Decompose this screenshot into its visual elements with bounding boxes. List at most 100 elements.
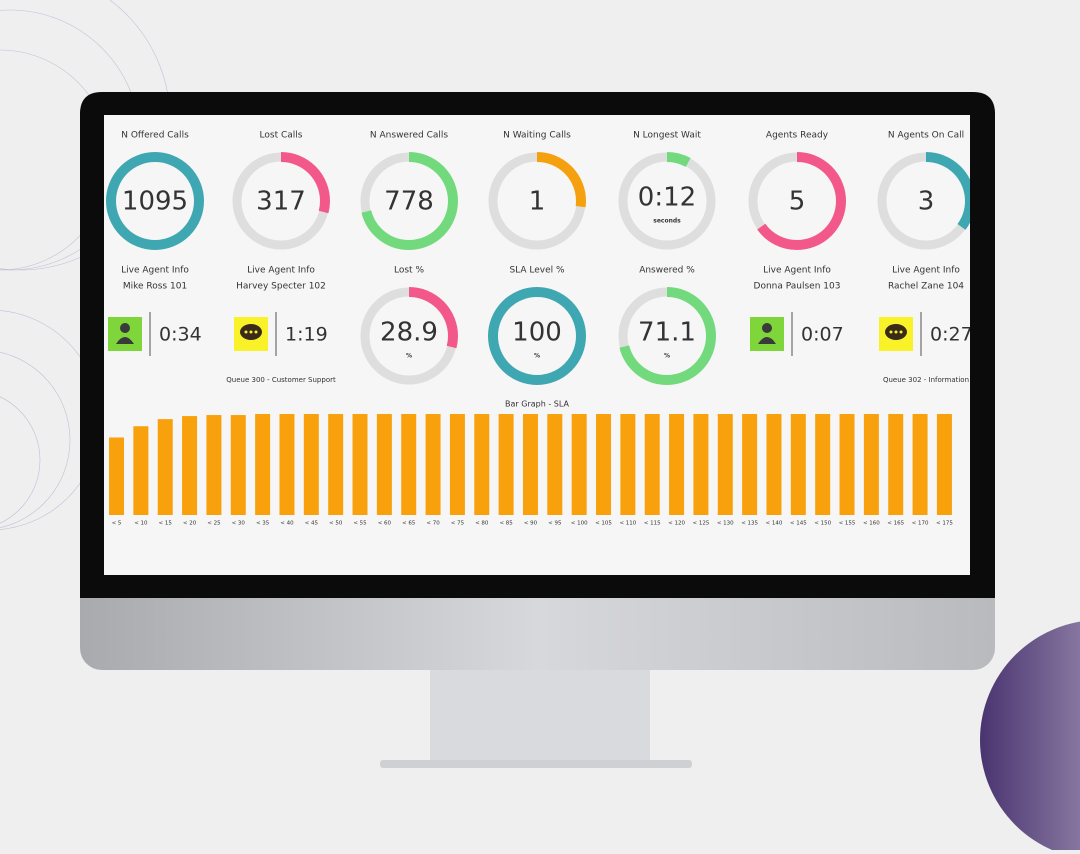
gauge-arc — [618, 152, 716, 250]
agent-icon — [750, 317, 784, 351]
gauge-arc — [106, 152, 204, 250]
gauge-unit: % — [534, 353, 540, 360]
x-tick-label: < 50 — [329, 521, 343, 527]
gauge-title: N Offered Calls — [121, 131, 189, 141]
bar — [742, 414, 758, 515]
gauge-value: 71.1 — [638, 318, 696, 348]
agent-name: Mike Ross 101 — [123, 282, 187, 292]
gauge-title: N Agents On Call — [888, 131, 964, 141]
x-tick-label: < 5 — [112, 521, 122, 527]
x-tick-label: < 160 — [863, 521, 880, 527]
chart-title: Bar Graph - SLA — [505, 400, 569, 409]
gauge-value: 1095 — [122, 187, 188, 217]
gauge-title: Agents Ready — [766, 131, 829, 141]
chat-dot — [889, 330, 893, 334]
x-tick-label: < 35 — [256, 521, 270, 527]
x-tick-label: < 140 — [766, 521, 783, 527]
agent-time: 0:34 — [159, 324, 202, 346]
gauge-arc — [360, 152, 458, 250]
bar — [449, 414, 465, 515]
person-head — [120, 323, 130, 333]
x-tick-label: < 85 — [499, 521, 513, 527]
gauge-value: 28.9 — [380, 318, 438, 348]
gauge-title: N Answered Calls — [370, 131, 448, 141]
x-tick-label: < 115 — [644, 521, 661, 527]
bar — [571, 414, 587, 515]
x-tick-label: < 125 — [692, 521, 709, 527]
x-tick-label: < 45 — [305, 521, 319, 527]
bar — [644, 414, 660, 515]
agent-name: Donna Paulsen 103 — [754, 282, 841, 292]
bar — [790, 414, 806, 515]
gauge-unit: % — [406, 353, 412, 360]
x-tick-label: < 75 — [451, 521, 465, 527]
x-tick-label: < 110 — [619, 521, 636, 527]
gauge-title: N Waiting Calls — [503, 131, 571, 141]
x-tick-label: < 80 — [475, 521, 489, 527]
bar — [255, 414, 271, 515]
gauge-value: 3 — [918, 187, 935, 217]
x-tick-label: < 130 — [717, 521, 734, 527]
gauge-title: Lost Calls — [260, 131, 303, 141]
x-tick-label: < 55 — [353, 521, 367, 527]
bar — [912, 414, 928, 515]
x-tick-label: < 60 — [378, 521, 392, 527]
agent-name: Harvey Specter 102 — [236, 282, 326, 292]
gauge-arc — [488, 287, 586, 385]
gauge-unit: seconds — [653, 218, 681, 225]
bar — [717, 414, 733, 515]
agent-title: Live Agent Info — [892, 266, 960, 276]
bar — [693, 414, 709, 515]
bar — [206, 415, 222, 515]
agent-queue: Queue 302 - Information — [883, 376, 969, 384]
agent-time: 0:27 — [930, 324, 973, 346]
bar — [279, 414, 295, 515]
agent-icon — [108, 317, 142, 351]
bar — [303, 414, 319, 515]
bar — [620, 414, 636, 515]
gauge-value: 778 — [384, 187, 434, 217]
gauge-value: 100 — [512, 318, 562, 348]
bar — [425, 414, 441, 515]
gauge-title: Lost % — [394, 266, 424, 276]
x-tick-label: < 25 — [207, 521, 221, 527]
bar — [157, 419, 173, 515]
agent-title: Live Agent Info — [763, 266, 831, 276]
x-tick-label: < 135 — [741, 521, 758, 527]
bar — [328, 414, 344, 515]
bar — [498, 414, 514, 515]
gauge-title: Answered % — [639, 266, 695, 276]
bar — [401, 414, 417, 515]
person-head — [762, 323, 772, 333]
x-tick-label: < 90 — [524, 521, 538, 527]
bar — [863, 414, 879, 515]
chat-dot — [899, 330, 903, 334]
x-tick-label: < 150 — [814, 521, 831, 527]
chat-dot — [244, 330, 248, 334]
bar — [109, 437, 125, 515]
x-tick-label: < 65 — [402, 521, 416, 527]
bar — [596, 414, 612, 515]
chat-dot — [894, 330, 898, 334]
bar — [182, 416, 198, 515]
x-tick-label: < 105 — [595, 521, 612, 527]
gauge-unit: % — [664, 353, 670, 360]
bar — [669, 414, 685, 515]
gauge-value: 0:12 — [638, 183, 696, 213]
agent-name: Rachel Zane 104 — [888, 282, 964, 292]
agent-title: Live Agent Info — [247, 266, 315, 276]
bar — [376, 414, 392, 515]
bar — [839, 414, 855, 515]
x-tick-label: < 15 — [159, 521, 173, 527]
x-tick-label: < 70 — [426, 521, 440, 527]
gauge-title: SLA Level % — [509, 266, 565, 276]
x-tick-label: < 95 — [548, 521, 562, 527]
bar — [230, 415, 246, 515]
person-body — [758, 337, 776, 344]
stand-base — [380, 760, 692, 768]
agent-time: 0:07 — [801, 324, 844, 346]
gauge-title: N Longest Wait — [633, 131, 701, 141]
agent-title: Live Agent Info — [121, 266, 189, 276]
